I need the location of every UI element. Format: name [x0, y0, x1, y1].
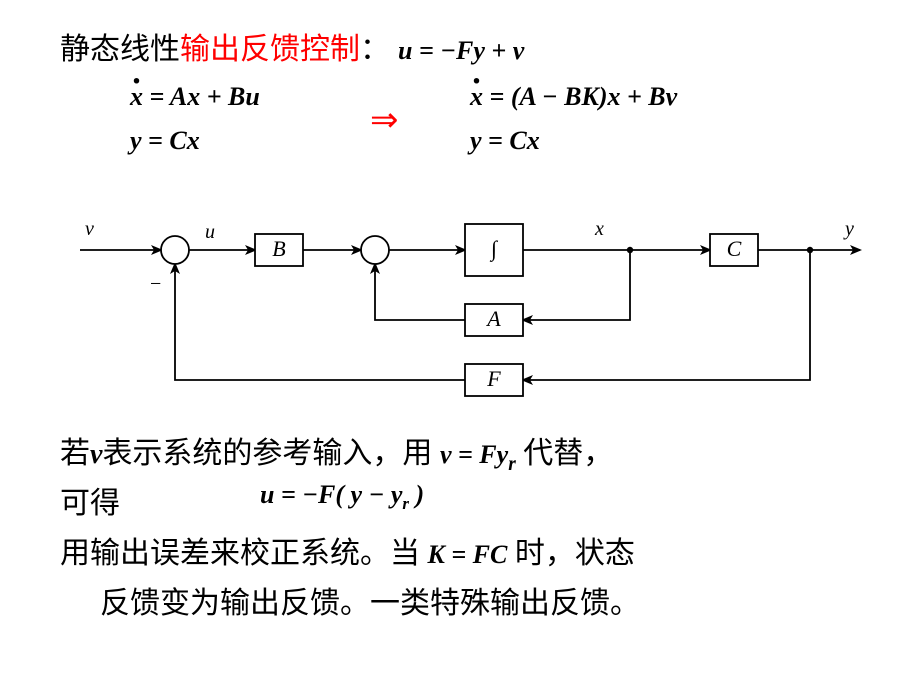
b3-b: 时，状态	[507, 537, 635, 570]
bottom-line3: 用输出误差来校正系统。当 K = FC 时，状态	[60, 528, 635, 572]
block-diagram: B∫CAFvuxy−	[30, 190, 910, 400]
b3-a: 用输出误差来校正系统。当	[60, 537, 428, 570]
signal-y: y	[843, 218, 854, 240]
edge	[375, 264, 465, 320]
implies-arrow: ⇒	[370, 100, 399, 140]
block-label-C: C	[727, 236, 742, 261]
b1-a: 若	[60, 437, 90, 470]
signal-v: v	[85, 218, 94, 240]
eq-right-1: x = (A − BK)x + Bv	[470, 82, 677, 112]
slide-page: 静态线性输出反馈控制： u = −Fy + v x = Ax + Bu y = …	[0, 0, 920, 690]
bottom-line2: 可得	[60, 478, 120, 522]
b1-v: v	[90, 439, 102, 470]
eq-left-2: y = Cx	[130, 126, 200, 156]
b2-a: 可得	[60, 487, 120, 520]
eq-left-1: x = Ax + Bu	[130, 82, 260, 112]
signal-x: x	[594, 218, 604, 240]
b1-sub: r	[508, 454, 516, 475]
header-formula: u = −Fy + v	[398, 36, 524, 65]
xdot-2: x	[470, 82, 483, 112]
bottom-line4: 反馈变为输出反馈。一类特殊输出反馈。	[100, 578, 640, 622]
bottom-line2-formula: u = −F( y − yr )	[260, 480, 424, 514]
bottom-line1: 若v表示系统的参考输入，用 v = Fyr 代替，	[60, 428, 613, 476]
b3-f: K = FC	[428, 540, 508, 569]
b1-b: 表示系统的参考输入，用	[102, 437, 440, 470]
b2-f2: )	[409, 480, 424, 509]
header-colon: ：	[360, 33, 390, 66]
b1-f1: v = Fy	[440, 440, 508, 469]
signal-u: u	[205, 221, 215, 243]
sum-sum1	[161, 236, 189, 264]
eq-left-1-rest: = Ax + Bu	[143, 82, 260, 111]
xdot-1: x	[130, 82, 143, 112]
eq-right-1-rest: = (A − BK)x + Bv	[483, 82, 677, 111]
b2-f1: u = −F( y − y	[260, 480, 402, 509]
block-label-A: A	[485, 306, 501, 331]
header-prefix: 静态线性	[60, 33, 180, 66]
edge	[523, 250, 630, 320]
block-label-B: B	[272, 236, 285, 261]
sum-sum2	[361, 236, 389, 264]
eq-right-2: y = Cx	[470, 126, 540, 156]
block-label-F: F	[486, 366, 501, 391]
header-red: 输出反馈控制	[180, 33, 360, 66]
tap-node	[807, 247, 813, 253]
signal-minus: −	[150, 273, 161, 295]
b2-sub: r	[402, 494, 409, 513]
edge	[523, 250, 810, 380]
edge	[175, 264, 465, 380]
header-line: 静态线性输出反馈控制： u = −Fy + v	[60, 24, 524, 68]
tap-node	[627, 247, 633, 253]
b1-c: 代替，	[516, 437, 614, 470]
